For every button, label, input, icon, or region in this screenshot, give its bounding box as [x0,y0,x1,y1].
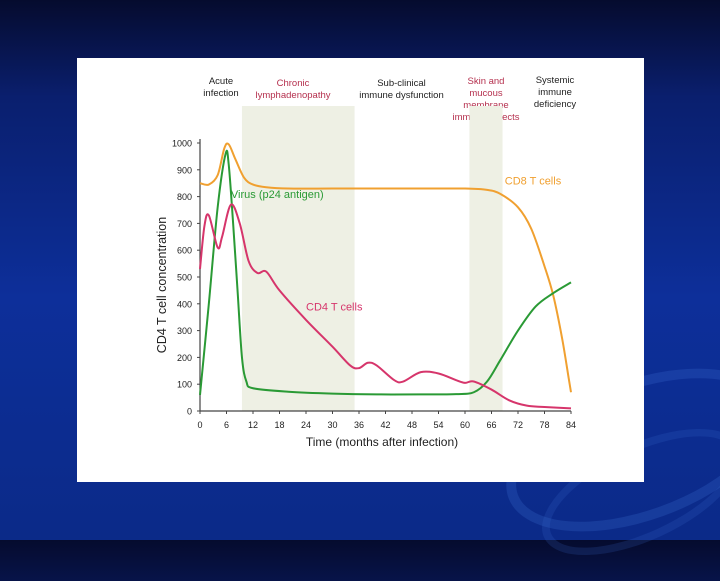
y-tick-label: 400 [177,299,192,309]
phase-label-chronic: Chronic lymphadenopathy [255,78,331,101]
annotation-cd8-t-cells: CD8 T cells [505,176,562,188]
phase-label-subclinical: Sub-clinical immune dysfunction [359,78,444,101]
x-tick-label: 18 [274,420,284,430]
annotation-cd4-t-cells: CD4 T cells [306,302,363,314]
y-tick-label: 500 [177,273,192,283]
y-tick-label: 100 [177,380,192,390]
x-tick-label: 48 [407,420,417,430]
y-tick-label: 900 [177,165,192,175]
x-tick-label: 78 [539,420,549,430]
y-tick-label: 200 [177,353,192,363]
x-tick-label: 0 [197,420,202,430]
shaded-region-0 [241,106,355,411]
x-tick-label: 84 [566,420,576,430]
x-tick-label: 72 [513,420,523,430]
phase-label-systemic: Systemic immune deficiency [533,75,577,110]
y-tick-label: 300 [177,326,192,336]
x-tick-label: 12 [248,420,258,430]
y-tick-label: 600 [177,246,192,256]
phase-label-acute: Acute infection [203,76,239,99]
x-tick-label: 24 [301,420,311,430]
phase-label-skin: Skin and mucous membrane immune defects [452,76,520,123]
x-axis-label: Time (months after infection) [306,435,458,449]
y-tick-label: 700 [177,219,192,229]
y-tick-label: 0 [187,407,192,417]
x-tick-label: 54 [433,420,443,430]
chart-panel: Acute infection Chronic lymphadenopathy … [77,58,644,482]
x-tick-label: 6 [224,420,229,430]
line-chart: 0 100 200 300 400 500 600 700 800 900 1000 0 6 12 18 24… [155,106,576,449]
y-tick-label: 1000 [172,139,192,149]
x-tick-label: 36 [354,420,364,430]
annotation-virus-p24-antigen: Virus (p24 antigen) [231,189,324,201]
series-line-cd8-t-cells [199,142,572,393]
series-line-cd4-t-cells [199,203,572,410]
x-tick-label: 30 [327,420,337,430]
x-tick-label: 42 [380,420,390,430]
x-tick-label: 66 [486,420,496,430]
x-tick-label: 60 [460,420,470,430]
series-line-virus-p24-antigen [199,149,572,396]
shaded-region-1 [469,106,503,411]
y-tick-label: 800 [177,192,192,202]
y-axis-label: CD4 T cell concentration [155,217,169,353]
